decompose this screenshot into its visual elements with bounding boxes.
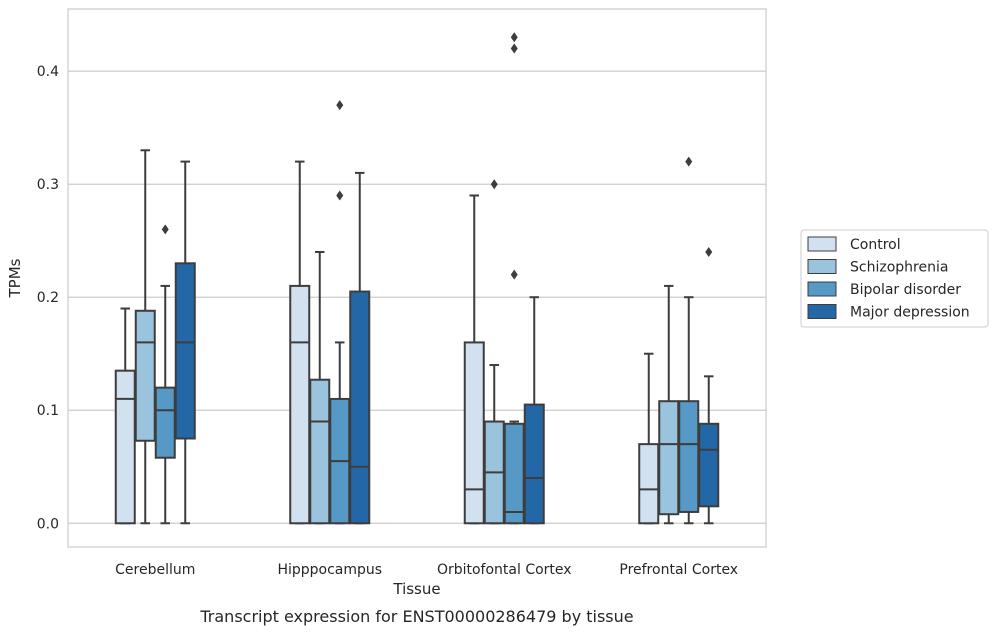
outlier-point (510, 32, 518, 43)
y-tick-labels: 0.0 0.1 0.2 0.3 0.4 (37, 64, 59, 532)
box-body (154, 386, 176, 459)
legend-frame (800, 229, 989, 328)
chart-caption: Transcript expression for ENST0000028647… (199, 607, 633, 626)
y-tick-label: 0.2 (37, 290, 59, 306)
box-body (638, 443, 660, 525)
legend-label: Control (850, 237, 901, 253)
box-bipolar-disorder (154, 224, 176, 525)
box-body (289, 284, 311, 525)
box-schizophrenia (483, 179, 505, 525)
legend-label: Schizophrenia (850, 260, 948, 276)
box-body (134, 309, 156, 442)
legend-swatch (807, 304, 837, 319)
y-axis-label: TPMs (6, 258, 24, 298)
box-schizophrenia (309, 251, 331, 525)
box-body (503, 422, 525, 525)
legend-swatch (807, 281, 837, 297)
box-major-depression (349, 171, 371, 525)
box-body (309, 378, 331, 525)
box-major-depression (523, 296, 545, 525)
box-control (638, 352, 660, 525)
box-body (463, 341, 485, 525)
box-control (114, 307, 136, 525)
y-tick-label: 0.0 (37, 516, 59, 532)
box-schizophrenia (134, 149, 156, 525)
box-body (678, 400, 700, 513)
x-axis-label: Tissue (392, 580, 440, 598)
outlier-point (490, 179, 498, 190)
outlier-point (510, 269, 518, 280)
box-body (523, 403, 545, 525)
y-tick-label: 0.4 (37, 64, 59, 80)
box-bipolar-disorder (503, 32, 525, 525)
box-control (463, 194, 485, 525)
legend-label: Bipolar disorder (850, 282, 961, 298)
box-schizophrenia (658, 284, 680, 525)
outlier-point (161, 224, 169, 235)
legend-swatch (807, 259, 837, 274)
outlier-point (336, 190, 344, 201)
box-bipolar-disorder (678, 156, 700, 525)
box-bipolar-disorder (329, 100, 351, 525)
boxes-layer (114, 32, 720, 525)
outlier-point (705, 247, 713, 258)
outlier-point (685, 156, 693, 167)
outlier-point (510, 43, 518, 54)
x-tick-label: Hipppocampus (277, 562, 382, 578)
box-body (174, 262, 196, 440)
box-body (698, 422, 720, 508)
box-body (658, 400, 680, 516)
legend-label: Major depression (850, 305, 970, 321)
x-tick-label: Prefrontal Cortex (619, 562, 738, 578)
y-tick-label: 0.3 (37, 177, 59, 193)
y-tick-label: 0.1 (37, 403, 59, 419)
x-tick-labels: Cerebellum Hipppocampus Orbitofontal Corte… (115, 562, 738, 578)
box-body (349, 290, 371, 525)
plot-area-frame (67, 8, 767, 548)
box-major-depression (698, 247, 720, 525)
box-major-depression (174, 160, 196, 525)
box-body (114, 369, 136, 525)
box-control (289, 160, 311, 525)
x-tick-label: Orbitofontal Cortex (437, 562, 572, 578)
legend: Control Schizophrenia Bipolar disorder Majo… (800, 229, 989, 328)
x-tick-label: Cerebellum (115, 562, 195, 578)
outlier-point (336, 100, 344, 111)
legend-swatch (807, 236, 837, 252)
